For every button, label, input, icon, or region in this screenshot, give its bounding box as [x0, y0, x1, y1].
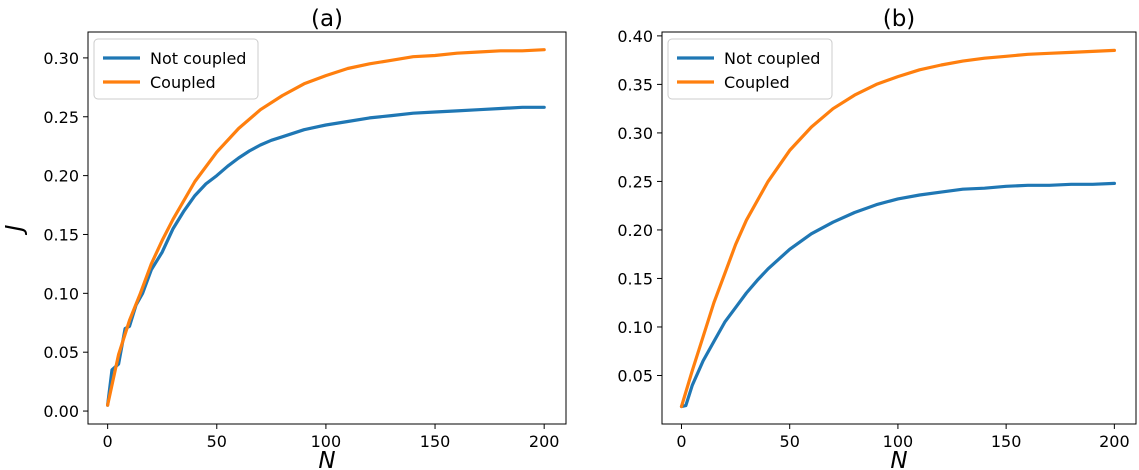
panel-b-ytick-label: 0.10: [617, 318, 653, 337]
panel-a-series-line-coupled: [105, 48, 546, 407]
panel-a-legend-label-not-coupled: Not coupled: [150, 49, 246, 68]
panel-a-ytick-label: 0.00: [43, 402, 79, 421]
panel-b-legend-label-coupled: Coupled: [724, 73, 790, 92]
panel-b-legend-label-not-coupled: Not coupled: [724, 49, 820, 68]
panel-a-ytick-label: 0.05: [43, 343, 79, 362]
panel-b-ytick-label: 0.25: [617, 172, 653, 191]
panel-b-xtick-label: 200: [1099, 432, 1130, 451]
panel-a-xtick-label: 150: [420, 432, 451, 451]
panel-b-ytick-label: 0.30: [617, 124, 653, 143]
panel-a-ytick-label: 0.30: [43, 49, 79, 68]
panel-a-xtick-label: 200: [529, 432, 560, 451]
panel-a-x-axis-label: N: [318, 448, 335, 470]
panel-b-xtick-label: 150: [991, 432, 1022, 451]
panel-b-title: (b): [883, 6, 916, 32]
panel-b-ytick-label: 0.20: [617, 221, 653, 240]
panel-b-xtick-label: 0: [676, 432, 686, 451]
panel-b-plot-frame: [661, 31, 1137, 425]
panel-a-series-line-not-coupled: [105, 105, 546, 407]
panel-a-title: (a): [311, 6, 343, 32]
panel-b-ytick-label: 0.15: [617, 269, 653, 288]
panel-a-xtick-label: 0: [103, 432, 113, 451]
panel-b-legend: Not coupled Coupled: [667, 38, 833, 100]
panel-a-plot-frame: [87, 31, 567, 425]
panel-b-xtick-label: 100: [883, 432, 914, 451]
panel-a-ytick-label: 0.10: [43, 284, 79, 303]
panel-a-legend: Not coupled Coupled: [93, 38, 259, 100]
panel-a-xtick-label: 100: [311, 432, 342, 451]
panel-b-series-line-coupled: [679, 48, 1117, 409]
panel-a-xtick-label: 50: [207, 432, 227, 451]
panel-a-ytick-label: 0.20: [43, 167, 79, 186]
panel-b: 0 50 100 150 200 0.05 0.10 0.15 0.20 0.25 0.30 0.35…: [617, 6, 1137, 470]
panel-b-xtick-label: 50: [780, 432, 800, 451]
panel-a-y-axis-label: J: [2, 224, 28, 235]
panel-a-ytick-label: 0.25: [43, 108, 79, 127]
panel-b-ytick-label: 0.40: [617, 27, 653, 46]
panel-b-ytick-label: 0.05: [617, 366, 653, 385]
panel-b-legend-box: [667, 38, 833, 100]
panel-b-x-axis-label: N: [890, 448, 907, 470]
panel-a-legend-box: [93, 38, 259, 100]
panel-b-series-line-not-coupled: [679, 181, 1117, 409]
panel-b-ytick-label: 0.35: [617, 75, 653, 94]
panel-a-ytick-label: 0.15: [43, 225, 79, 244]
panel-a-legend-label-coupled: Coupled: [150, 73, 216, 92]
panel-a: 0 50 100 150 200 0.00 0.05 0.10 0.15 0.20 0.25 0.30…: [2, 6, 567, 470]
